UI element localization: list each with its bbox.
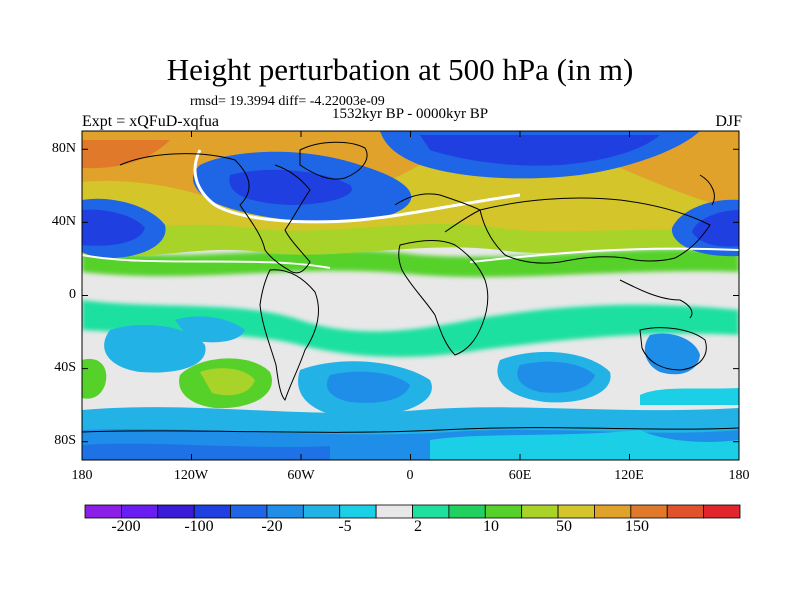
colorbar-swatch xyxy=(230,504,268,519)
height-field xyxy=(82,131,739,460)
colorbar-swatch xyxy=(339,504,377,519)
colorbar-swatch xyxy=(630,504,668,519)
x-tick-label: 120W xyxy=(173,468,209,483)
period-label: 1532kyr BP - 0000kyr BP xyxy=(331,106,489,122)
x-tick-label: 0 xyxy=(406,468,414,483)
colorbar-swatch xyxy=(557,504,595,519)
colorbar-swatch xyxy=(448,504,486,519)
y-tick-label: 0 xyxy=(69,287,76,302)
colorbar-label: -5 xyxy=(338,518,352,535)
coastlines xyxy=(82,141,739,433)
y-tick-label: 80S xyxy=(54,433,76,448)
colorbar-swatch xyxy=(157,504,195,519)
colorbar-swatch xyxy=(302,504,341,519)
colorbar-swatch xyxy=(120,504,159,519)
colorbar-swatch xyxy=(484,504,523,519)
colorbar-swatch xyxy=(266,504,304,519)
colorbar-label: 50 xyxy=(556,518,572,535)
season-label: DJF xyxy=(715,113,742,130)
x-tick-label: 120E xyxy=(614,468,644,483)
y-tick-label: 40S xyxy=(54,360,76,375)
x-tick-label: 180 xyxy=(71,468,93,483)
plot-title: Height perturbation at 500 hPa (in m) xyxy=(166,52,634,87)
colorbar-swatch xyxy=(521,504,559,519)
y-tick-label: 40N xyxy=(51,214,76,229)
y-tick-label: 80N xyxy=(51,141,76,156)
colorbar-label: 10 xyxy=(483,518,499,535)
colorbar-swatch xyxy=(594,504,632,519)
colorbar xyxy=(84,504,741,519)
x-tick-label: 180 xyxy=(728,468,750,483)
x-tick-label: 60E xyxy=(508,468,532,483)
colorbar-swatch xyxy=(375,504,413,519)
colorbar-label: -100 xyxy=(184,518,214,535)
colorbar-swatch xyxy=(193,504,231,519)
colorbar-label: 150 xyxy=(625,518,649,535)
colorbar-label: -200 xyxy=(111,518,141,535)
colorbar-label: 2 xyxy=(414,518,422,535)
colorbar-swatch xyxy=(412,504,450,519)
x-tick-label: 60W xyxy=(287,468,315,483)
rmsd-diff-stats: rmsd= 19.3994 diff= -4.22003e-09 xyxy=(190,94,385,109)
experiment-label: Expt = xQFuD-xqfua xyxy=(82,113,220,130)
colorbar-swatch xyxy=(84,504,122,519)
colorbar-label: -20 xyxy=(261,518,283,535)
colorbar-swatch xyxy=(666,504,705,519)
colorbar-swatch xyxy=(703,504,741,519)
